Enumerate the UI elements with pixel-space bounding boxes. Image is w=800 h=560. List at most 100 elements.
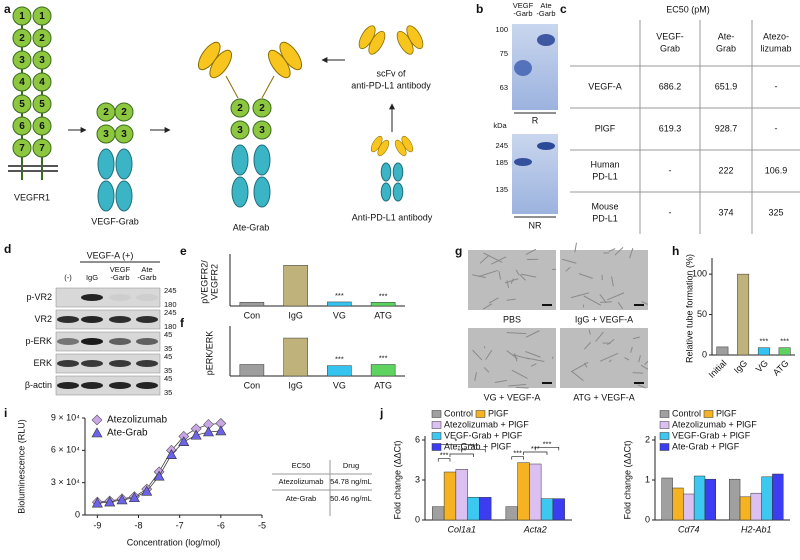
domain-number: 2 — [121, 107, 127, 118]
cell-trace — [483, 252, 503, 263]
significance-bracket — [523, 451, 548, 455]
bar — [529, 463, 542, 521]
table-row-label: PD-L1 — [592, 213, 618, 223]
domain-number: 6 — [19, 121, 25, 132]
cell-trace — [606, 338, 615, 346]
cell-trace — [578, 273, 593, 279]
domain — [12, 138, 32, 158]
blot-band — [81, 360, 103, 367]
diagram-label: Anti-PD-L1 antibody — [352, 212, 433, 222]
legend-marker — [91, 414, 103, 426]
cell-trace — [574, 242, 577, 253]
panel-label: g — [455, 244, 462, 258]
micrograph — [560, 250, 648, 310]
table-cell: 619.3 — [659, 123, 682, 133]
gel-band — [514, 60, 532, 76]
cell-trace — [504, 278, 519, 284]
cell-trace — [608, 359, 612, 363]
bar — [283, 265, 308, 307]
table-row-label: PlGF — [595, 123, 616, 133]
domain — [32, 28, 52, 48]
domain — [12, 28, 32, 48]
x-tick-label: -9 — [93, 520, 101, 530]
blot-lane: Ate — [141, 265, 152, 274]
legend-label: VEGF-Grab + PlGF — [672, 430, 751, 440]
gel-band — [514, 158, 532, 166]
x-tick-label: H2-Ab1 — [741, 524, 772, 534]
cell-trace — [607, 292, 625, 301]
data-point — [215, 425, 227, 436]
x-tick-label: Acta2 — [523, 524, 547, 534]
panel-label: b — [476, 2, 483, 16]
fab-domain — [279, 41, 303, 71]
blot-condition: VEGF-A (+) — [87, 250, 134, 260]
scale-bar — [634, 304, 644, 306]
cell-trace — [525, 248, 537, 256]
y-tick-label: 3 × 10⁴ — [51, 477, 80, 487]
fab — [267, 41, 303, 79]
cell-trace — [515, 269, 520, 276]
table-cell: 374 — [718, 207, 733, 217]
bar — [239, 364, 265, 377]
domain — [32, 50, 52, 70]
blot-band — [57, 360, 79, 367]
legend-label: Control — [444, 408, 473, 418]
fc-domain — [380, 162, 392, 182]
legend-marker — [91, 427, 103, 438]
cell-trace — [506, 280, 510, 289]
table-row-label: Mouse — [591, 201, 618, 211]
legend-label: Control — [672, 408, 701, 418]
bar — [761, 476, 773, 521]
y-axis-label: pERK/ERK — [204, 331, 214, 376]
cell-trace — [641, 301, 649, 305]
blot-row-label: p-VR2 — [26, 292, 52, 302]
cell-trace — [617, 301, 624, 310]
cell-trace — [599, 352, 619, 362]
bar — [370, 302, 396, 307]
cell-trace — [614, 247, 624, 256]
diagram-label: scFv of — [376, 68, 406, 78]
domain — [12, 94, 32, 114]
bar — [239, 302, 265, 307]
cell-trace — [491, 256, 507, 265]
data-point — [116, 494, 128, 505]
micrograph-label: VG + VEGF-A — [484, 392, 541, 402]
fc-domain — [392, 162, 404, 182]
cell-trace — [525, 330, 540, 338]
cell-trace — [515, 386, 529, 389]
fc-domain — [115, 180, 133, 212]
gel-marker: 100 — [495, 25, 508, 34]
cell-trace — [551, 356, 554, 360]
fab-domain — [401, 135, 414, 153]
table-header: EC50 — [292, 461, 311, 470]
cell-trace — [611, 276, 614, 287]
fc-domain — [231, 176, 249, 208]
table-cell: - — [669, 207, 672, 217]
domain-number: 2 — [259, 103, 265, 114]
y-tick-label: 6 — [415, 434, 420, 444]
data-point — [202, 426, 214, 437]
x-tick-label: ATG — [374, 310, 392, 320]
bar — [778, 347, 791, 356]
domain-number: 7 — [19, 143, 25, 154]
x-tick-label: Cd74 — [678, 524, 700, 534]
blot-lane: (-) — [64, 273, 72, 282]
domain — [32, 94, 52, 114]
significance-bracket — [449, 453, 474, 457]
significance-bracket — [511, 456, 524, 460]
significance: *** — [780, 337, 789, 346]
cell-trace — [494, 379, 507, 383]
data-point — [91, 497, 103, 508]
y-tick-label: 0 — [415, 514, 420, 524]
micrograph — [468, 250, 556, 310]
blot-marker: 35 — [164, 366, 172, 375]
domain — [230, 120, 250, 140]
blot-row-label: β-actin — [25, 380, 52, 390]
y-axis-label: Relative tube formation (%) — [684, 254, 694, 363]
panel-label: h — [672, 244, 679, 258]
table-header: Ate- — [718, 31, 735, 41]
bar — [739, 496, 752, 521]
domain-number: 3 — [237, 125, 243, 136]
data-point — [165, 449, 177, 459]
gel-lane: -Garb — [536, 9, 555, 18]
